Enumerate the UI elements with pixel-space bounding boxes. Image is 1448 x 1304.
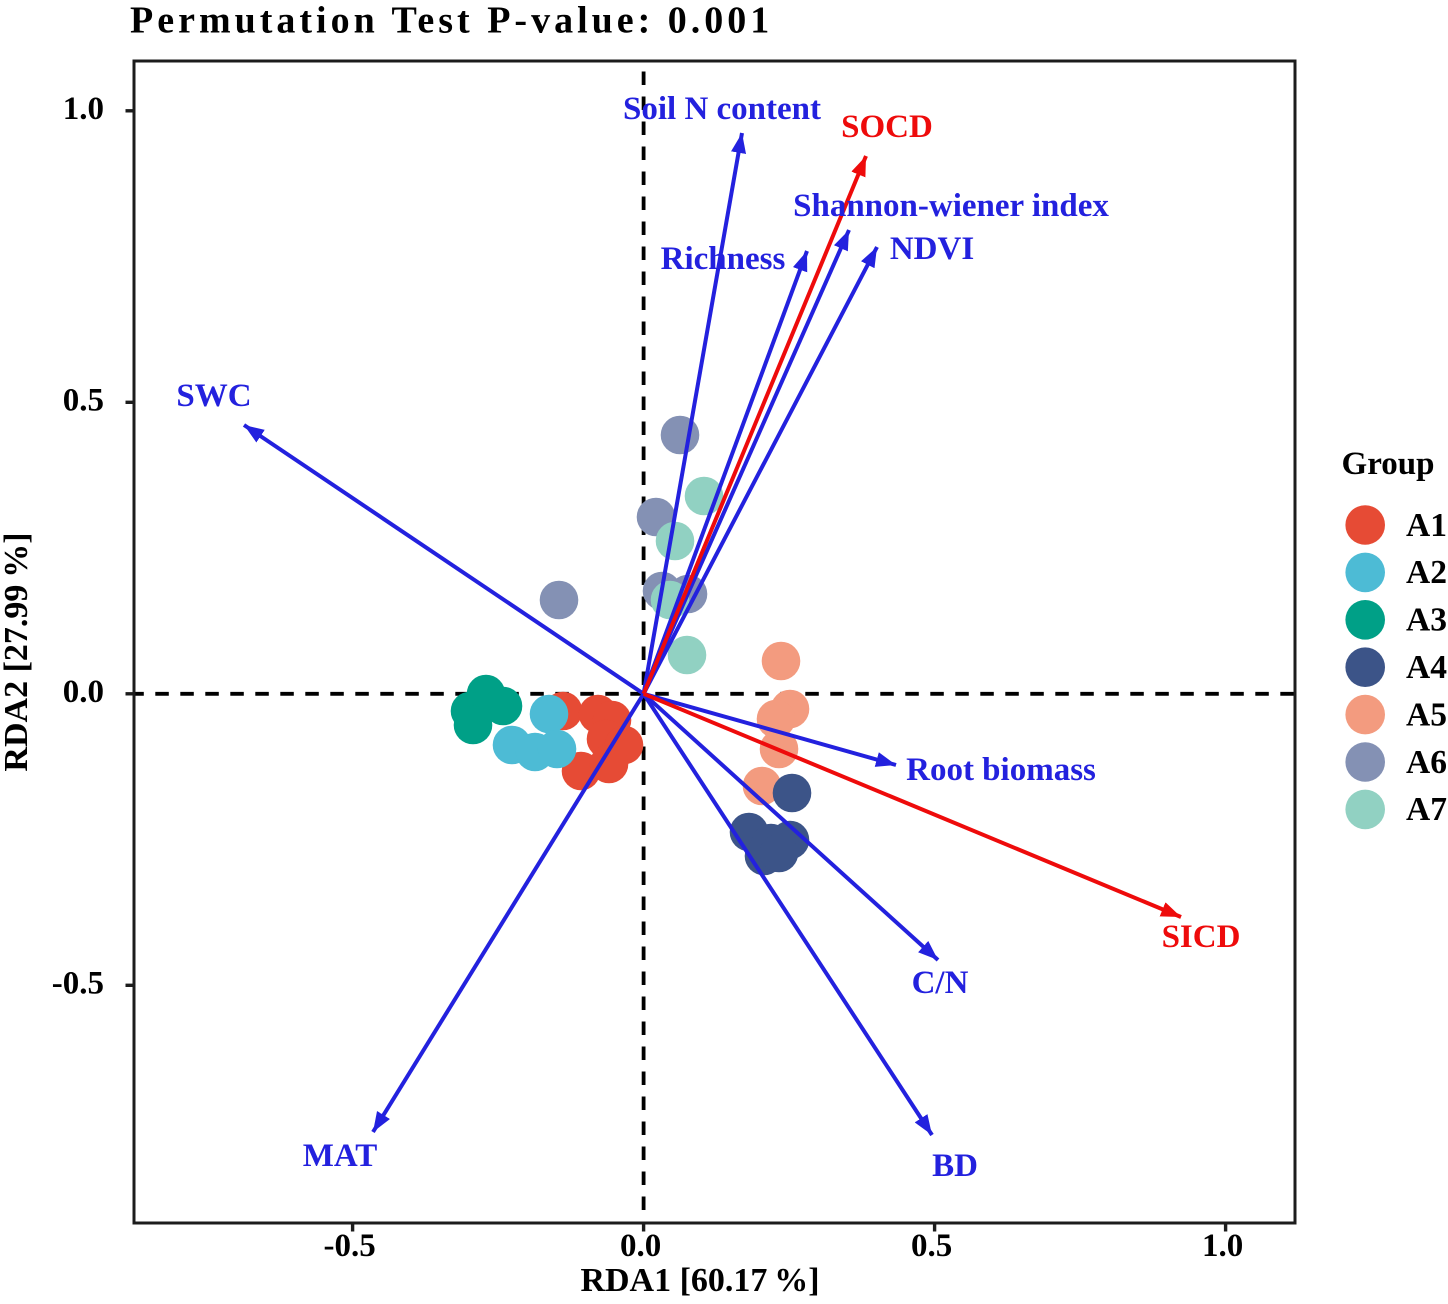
svg-text:Soil N content: Soil N content	[623, 91, 821, 127]
svg-text:-0.5: -0.5	[323, 1228, 375, 1264]
svg-text:A5: A5	[1406, 696, 1447, 733]
svg-text:SICD: SICD	[1162, 919, 1241, 955]
svg-text:SWC: SWC	[176, 378, 251, 414]
svg-text:SOCD: SOCD	[841, 109, 933, 145]
svg-text:Root biomass: Root biomass	[906, 752, 1096, 788]
svg-text:A6: A6	[1406, 744, 1447, 781]
svg-text:A7: A7	[1406, 791, 1447, 828]
svg-text:1.0: 1.0	[1202, 1228, 1243, 1264]
svg-text:A2: A2	[1406, 554, 1447, 591]
svg-text:MAT: MAT	[303, 1138, 378, 1174]
svg-text:0.5: 0.5	[911, 1228, 952, 1264]
svg-text:0.5: 0.5	[63, 383, 104, 419]
svg-text:A1: A1	[1406, 507, 1447, 544]
svg-text:Richness: Richness	[661, 241, 786, 277]
svg-text:A4: A4	[1406, 649, 1447, 686]
svg-text:RDA2 [27.99 %]: RDA2 [27.99 %]	[0, 532, 35, 771]
svg-text:0.0: 0.0	[63, 674, 104, 710]
svg-text:-0.5: -0.5	[52, 966, 104, 1002]
svg-text:NDVI: NDVI	[890, 231, 974, 267]
svg-text:A3: A3	[1406, 602, 1447, 639]
svg-text:1.0: 1.0	[63, 91, 104, 127]
svg-text:RDA1 [60.17 %]: RDA1 [60.17 %]	[580, 1262, 819, 1299]
svg-text:C/N: C/N	[912, 965, 969, 1001]
svg-text:Group: Group	[1342, 446, 1435, 482]
svg-text:Shannon-wiener index: Shannon-wiener index	[793, 188, 1109, 224]
svg-text:0.0: 0.0	[620, 1228, 661, 1264]
svg-text:BD: BD	[932, 1148, 978, 1184]
svg-text:Permutation Test P-value: 0.00: Permutation Test P-value: 0.001	[130, 0, 773, 42]
